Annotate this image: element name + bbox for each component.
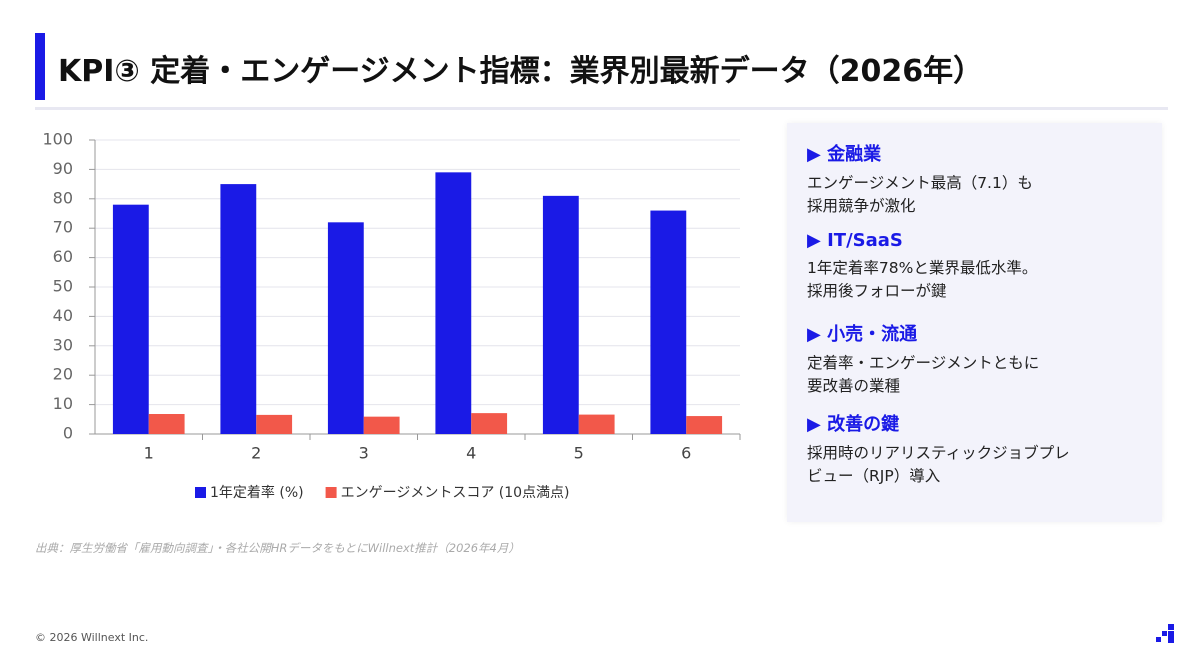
slide-title: KPI③ 定着・エンゲージメント指標：業界別最新データ（2026年） — [58, 54, 984, 89]
section-text: エンゲージメント最高（7.1）も — [807, 174, 1033, 192]
chart: 0 10 20 30 40 50 60 70 80 90 100 1 2 3 4 5 6 1年定着率 (%) エンゲ… — [42, 130, 741, 501]
bar — [578, 414, 615, 434]
panel-section: ▶ 改善の鍵採用時のリアリスティックジョブプレ ビュー（RJP）導入 — [807, 410, 1070, 488]
panel-section: ▶ IT/SaaS 1年定着率78%と業界最低水準。 採用後フォローが鍵 — [807, 230, 1037, 303]
x-tick-label: 4 — [466, 444, 476, 463]
y-tick-label: 50 — [53, 277, 73, 296]
y-tick-label: 30 — [53, 335, 73, 354]
bar — [686, 416, 723, 434]
divider — [35, 107, 1168, 110]
y-tick-label: 100 — [42, 130, 73, 149]
legend-swatch — [325, 487, 337, 498]
section-text: 1年定着率78%と業界最低水準。 — [807, 259, 1038, 277]
section-heading: ▶ IT/SaaS — [807, 230, 903, 251]
source-note: 出典：厚生労働省「雇用動向調査」・各社公開HRデータをもとにWillnext推計… — [35, 541, 520, 555]
copyright: © 2026 Willnext Inc. — [35, 631, 149, 644]
title-accent — [35, 33, 45, 100]
panel-section: ▶ 小売・流通定着率・エンゲージメントともに 要改善の業種 — [807, 320, 1039, 398]
y-tick-label: 10 — [53, 394, 73, 413]
logo — [1156, 624, 1174, 643]
bar — [363, 416, 400, 434]
bar — [542, 195, 579, 434]
bar — [112, 204, 149, 434]
x-tick-label: 2 — [251, 444, 261, 463]
x-tick-label: 5 — [574, 444, 584, 463]
legend-label: エンゲージメントスコア (10点満点) — [341, 485, 570, 501]
bar — [650, 210, 687, 434]
x-tick-label: 3 — [359, 444, 369, 463]
y-tick-label: 80 — [53, 188, 73, 207]
x-tick-label: 6 — [681, 444, 691, 463]
bar — [471, 413, 508, 434]
section-text: ビュー（RJP）導入 — [807, 467, 941, 485]
y-tick-label: 40 — [53, 306, 73, 325]
bar — [148, 414, 185, 434]
panel-section: ▶ 金融業エンゲージメント最高（7.1）も 採用競争が激化 — [807, 140, 1033, 218]
bar — [435, 172, 472, 434]
x-tick-label: 1 — [144, 444, 154, 463]
section-text: 定着率・エンゲージメントともに — [807, 354, 1040, 372]
y-tick-label: 90 — [53, 159, 73, 178]
section-text: 要改善の業種 — [807, 377, 901, 395]
legend-swatch — [195, 487, 206, 498]
section-heading: ▶ 小売・流通 — [807, 324, 918, 345]
legend-label: 1年定着率 (%) — [210, 484, 304, 501]
section-text: 採用後フォローが鍵 — [807, 282, 947, 300]
y-tick-label: 60 — [53, 247, 73, 266]
section-text: 採用時のリアリスティックジョブプレ — [807, 444, 1070, 462]
y-tick-label: 70 — [53, 218, 73, 237]
bar — [256, 414, 293, 434]
section-text: 採用競争が激化 — [807, 197, 916, 215]
insight-panel: ▶ 金融業エンゲージメント最高（7.1）も 採用競争が激化 ▶ IT/SaaS 1年定… — [787, 123, 1162, 522]
section-heading: ▶ 金融業 — [807, 144, 882, 165]
bar — [220, 184, 257, 434]
section-heading: ▶ 改善の鍵 — [807, 414, 900, 435]
bar — [327, 222, 364, 434]
y-tick-label: 0 — [63, 424, 73, 443]
y-tick-label: 20 — [53, 365, 73, 384]
